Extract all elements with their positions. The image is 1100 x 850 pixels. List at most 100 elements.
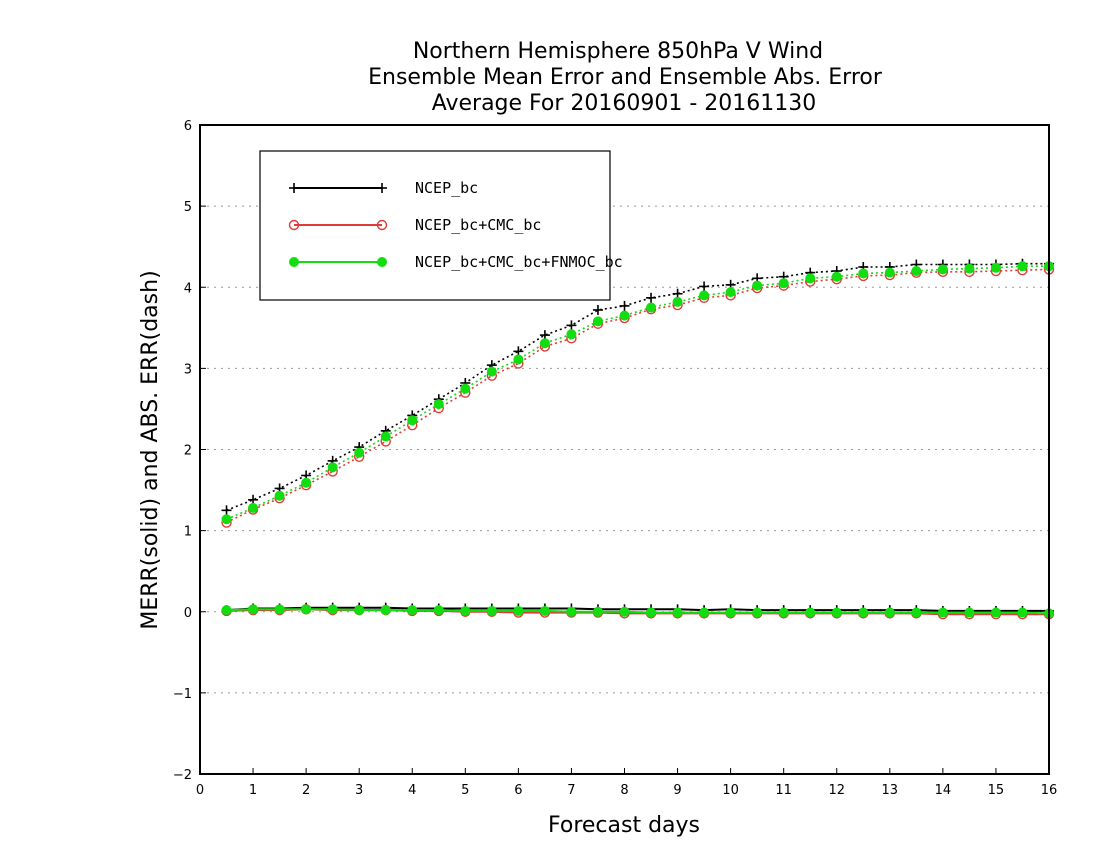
x-tick-label: 3 — [355, 783, 363, 798]
legend-label: NCEP_bc — [415, 179, 478, 197]
merr-point — [805, 607, 816, 618]
abs-err-point — [433, 399, 444, 410]
abs-err-point — [460, 383, 471, 394]
merr-point — [725, 607, 736, 618]
abs-err-point — [407, 415, 418, 426]
legend-marker — [377, 257, 387, 267]
merr-point — [646, 607, 657, 618]
merr-point — [619, 606, 630, 617]
abs-err-point — [619, 310, 630, 321]
x-tick-label: 5 — [461, 783, 469, 798]
abs-err-line — [226, 268, 1050, 524]
abs-err-point — [380, 431, 391, 442]
legend: NCEP_bc NCEP_bc+CMC_bc NCEP_bc+CMC_bc+FNMO… — [259, 150, 623, 301]
merr-point — [407, 605, 418, 616]
y-tick-label: −1 — [173, 687, 192, 702]
abs-err-point — [274, 490, 285, 501]
abs-err-point — [964, 263, 975, 274]
merr-point — [380, 605, 391, 616]
merr-point — [884, 607, 895, 618]
y-axis: −2 −1 0 1 2 3 4 5 6 — [173, 119, 206, 783]
y-tick-label: 0 — [184, 606, 192, 621]
merr-point — [486, 605, 497, 616]
title-line-1: Northern Hemisphere 850hPa V Wind — [413, 39, 823, 64]
abs-err-point — [646, 292, 657, 303]
x-tick-label: 9 — [673, 783, 681, 798]
abs-err-point — [752, 280, 763, 291]
legend-label: NCEP_bc+CMC_bc — [415, 216, 541, 234]
legend-item: NCEP_bc+CMC_bc — [288, 216, 541, 234]
abs-err-point — [725, 287, 736, 298]
merr-point — [911, 607, 922, 618]
y-tick-label: −2 — [173, 768, 192, 783]
merr-point — [964, 607, 975, 618]
merr-point — [752, 607, 763, 618]
abs-err-point — [699, 290, 710, 301]
abs-err-point — [566, 320, 577, 331]
chart-title: Northern Hemisphere 850hPa V Wind Ensemb… — [368, 39, 883, 116]
legend-marker — [377, 183, 387, 193]
abs-err-point — [990, 262, 1001, 273]
merr-point — [354, 605, 365, 616]
x-tick-label: 13 — [882, 783, 899, 798]
x-tick-label: 1 — [249, 783, 257, 798]
abs-err-point — [911, 266, 922, 277]
abs-err-point — [513, 354, 524, 365]
merr-point — [592, 606, 603, 617]
series-2 — [221, 261, 1054, 619]
x-tick-label: 10 — [722, 783, 739, 798]
y-axis-label: MERR(solid) and ABS. ERR(dash) — [138, 270, 163, 629]
y-tick-label: 4 — [184, 281, 192, 296]
x-tick-label: 14 — [935, 783, 952, 798]
legend-marker — [289, 257, 299, 267]
x-tick-label: 4 — [408, 783, 416, 798]
merr-point — [672, 607, 683, 618]
title-line-2: Ensemble Mean Error and Ensemble Abs. Er… — [368, 65, 883, 90]
merr-point — [566, 606, 577, 617]
abs-err-point — [354, 447, 365, 458]
abs-err-point — [327, 462, 338, 473]
merr-point — [248, 604, 259, 615]
abs-err-point — [619, 300, 630, 311]
abs-err-point — [778, 278, 789, 289]
merr-point — [433, 605, 444, 616]
abs-err-point — [486, 366, 497, 377]
abs-err-point — [858, 268, 869, 279]
x-tick-label: 11 — [775, 783, 792, 798]
x-tick-label: 6 — [514, 783, 522, 798]
merr-point — [301, 604, 312, 615]
abs-err-point — [672, 296, 683, 307]
merr-point — [539, 605, 550, 616]
abs-err-point — [805, 273, 816, 284]
x-tick-label: 12 — [828, 783, 845, 798]
abs-err-point — [221, 505, 232, 516]
series-1 — [221, 264, 1055, 620]
merr-point — [460, 605, 471, 616]
x-tick-label: 0 — [196, 783, 204, 798]
abs-err-point — [646, 302, 657, 313]
x-tick-label: 2 — [302, 783, 310, 798]
abs-err-point — [248, 502, 259, 513]
merr-point — [778, 607, 789, 618]
abs-err-point — [699, 281, 710, 292]
merr-point — [1017, 607, 1028, 618]
legend-marker — [289, 183, 299, 193]
abs-err-point — [592, 304, 603, 315]
x-tick-label: 16 — [1041, 783, 1058, 798]
merr-point — [274, 604, 285, 615]
legend-marker — [376, 219, 388, 231]
legend-marker — [288, 219, 300, 231]
x-tick-label: 7 — [567, 783, 575, 798]
abs-err-point — [566, 329, 577, 340]
y-tick-label: 3 — [184, 362, 192, 377]
merr-point — [699, 607, 710, 618]
y-tick-label: 5 — [184, 200, 192, 215]
legend-item: NCEP_bc — [289, 179, 478, 197]
abs-err-line — [226, 265, 1049, 521]
abs-err-point — [831, 271, 842, 282]
merr-point — [513, 605, 524, 616]
merr-point — [831, 607, 842, 618]
merr-point — [327, 604, 338, 615]
abs-err-point — [221, 514, 232, 525]
